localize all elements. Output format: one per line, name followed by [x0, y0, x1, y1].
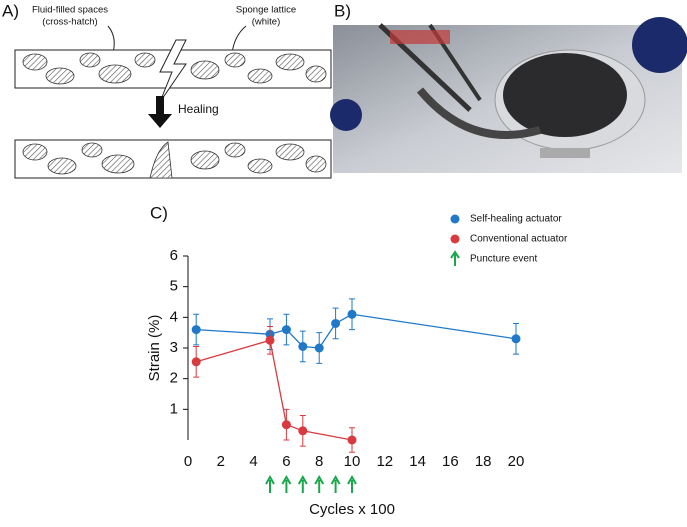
x-tick-label: 10 [344, 453, 361, 470]
panel-label: A) [2, 1, 19, 20]
x-tick-label: 20 [508, 453, 525, 470]
x-tick-label: 0 [184, 453, 192, 470]
legend-label: Conventional actuator [470, 234, 568, 245]
legend-label: Self-healing actuator [470, 214, 562, 225]
puncture-arrow [314, 474, 325, 493]
strip-bottom [14, 139, 332, 179]
data-point [298, 426, 308, 436]
y-axis-label: Strain (%) [146, 315, 163, 382]
data-point [281, 325, 291, 335]
x-tick-label: 18 [475, 453, 492, 470]
annotation: Sponge lattice [236, 5, 296, 16]
y-tick-label: 4 [170, 308, 178, 325]
puncture-arrow [297, 474, 308, 493]
puncture-arrow [281, 474, 292, 493]
x-tick-label: 8 [315, 453, 323, 470]
data-point [511, 334, 521, 344]
x-tick-label: 12 [376, 453, 393, 470]
data-point [347, 435, 357, 445]
x-axis-label: Cycles x 100 [309, 501, 395, 518]
data-point [191, 357, 201, 367]
data-point [314, 343, 324, 353]
series-line [196, 339, 353, 441]
x-tick-label: 14 [409, 453, 426, 470]
y-tick-label: 6 [170, 247, 178, 264]
puncture-arrow [265, 474, 275, 493]
data-point [281, 420, 291, 430]
puncture-arrow [330, 474, 341, 493]
puncture-bolt [159, 39, 187, 103]
annotation: Healing [178, 102, 219, 116]
legend-marker [450, 234, 460, 244]
data-point [347, 309, 357, 319]
x-tick-label: 4 [249, 453, 257, 470]
y-tick-label: 5 [170, 278, 178, 295]
puncture-arrow [347, 474, 357, 493]
y-tick-label: 2 [170, 370, 178, 387]
healing-arrow [148, 96, 172, 128]
annotation: (cross-hatch) [42, 17, 97, 28]
x-tick-label: 6 [282, 453, 290, 470]
y-tick-label: 3 [170, 339, 178, 356]
x-tick-label: 16 [442, 453, 459, 470]
data-point [265, 335, 275, 345]
legend-marker [450, 250, 460, 266]
legend-marker [450, 214, 460, 224]
annotation: (white) [252, 17, 281, 28]
data-point [298, 341, 308, 351]
legend-label: Puncture event [470, 254, 537, 265]
series-line [196, 313, 517, 349]
annotation: Fluid-filled spaces [32, 5, 108, 16]
data-point [331, 318, 341, 328]
panel-label: C) [150, 203, 168, 222]
data-point [191, 325, 201, 335]
x-tick-label: 2 [217, 453, 225, 470]
y-tick-label: 1 [170, 400, 178, 417]
panel-label: B) [334, 1, 351, 20]
photo [330, 17, 687, 173]
